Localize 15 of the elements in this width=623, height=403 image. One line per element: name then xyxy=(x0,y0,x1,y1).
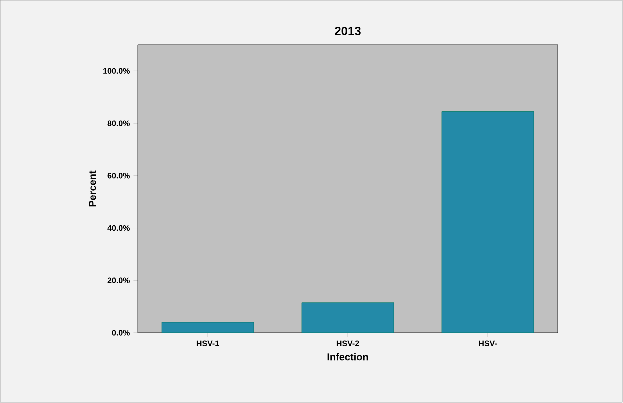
bar xyxy=(162,322,254,333)
y-tick-label: 0.0% xyxy=(112,330,130,336)
bar xyxy=(302,302,394,333)
y-axis-title: Percent xyxy=(89,170,96,207)
y-tick-label: 100.0% xyxy=(104,68,130,74)
y-tick-label: 40.0% xyxy=(108,225,130,232)
x-tick-label: HSV- xyxy=(479,340,498,346)
y-tick-label: 60.0% xyxy=(108,173,130,179)
y-tick-label: 20.0% xyxy=(108,278,130,284)
x-tick-label: HSV-2 xyxy=(336,340,360,346)
bar xyxy=(442,112,534,333)
y-tick-label: 80.0% xyxy=(108,120,130,126)
chart-title: 2013 xyxy=(335,26,361,36)
x-axis-title: Infection xyxy=(328,353,368,361)
x-tick-label: HSV-1 xyxy=(196,340,220,346)
